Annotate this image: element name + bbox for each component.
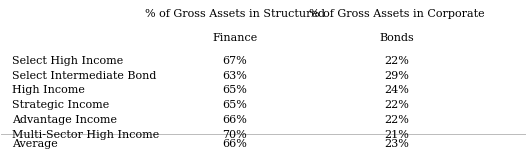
Text: Select High Income: Select High Income <box>12 56 123 66</box>
Text: 63%: 63% <box>222 71 247 81</box>
Text: 67%: 67% <box>222 56 247 66</box>
Text: 23%: 23% <box>385 139 409 149</box>
Text: 21%: 21% <box>385 130 409 140</box>
Text: Bonds: Bonds <box>380 33 415 43</box>
Text: Strategic Income: Strategic Income <box>12 100 109 110</box>
Text: % of Gross Assets in Corporate: % of Gross Assets in Corporate <box>309 9 485 19</box>
Text: 24%: 24% <box>385 85 409 95</box>
Text: High Income: High Income <box>12 85 85 95</box>
Text: 70%: 70% <box>222 130 247 140</box>
Text: Finance: Finance <box>212 33 257 43</box>
Text: Average: Average <box>12 139 57 149</box>
Text: 22%: 22% <box>385 115 409 125</box>
Text: 22%: 22% <box>385 100 409 110</box>
Text: Select Intermediate Bond: Select Intermediate Bond <box>12 71 156 81</box>
Text: % of Gross Assets in Structured: % of Gross Assets in Structured <box>145 9 325 19</box>
Text: 65%: 65% <box>222 85 247 95</box>
Text: Advantage Income: Advantage Income <box>12 115 117 125</box>
Text: 66%: 66% <box>222 115 247 125</box>
Text: 66%: 66% <box>222 139 247 149</box>
Text: Multi-Sector High Income: Multi-Sector High Income <box>12 130 159 140</box>
Text: 22%: 22% <box>385 56 409 66</box>
Text: 65%: 65% <box>222 100 247 110</box>
Text: 29%: 29% <box>385 71 409 81</box>
